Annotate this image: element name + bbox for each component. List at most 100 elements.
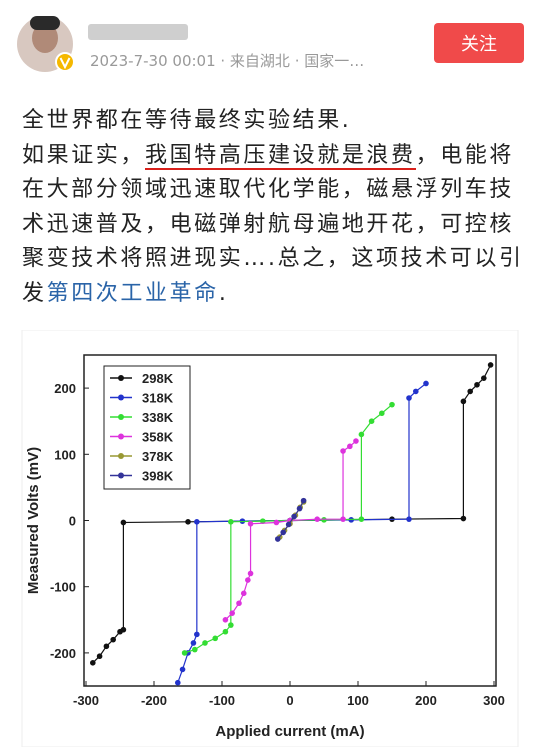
x-tick-label: 300 [483,693,505,708]
legend-marker [118,375,124,381]
data-point [291,513,297,520]
timestamp: 2023-7-30 00:01 · 来自湖北 · 国家一… [90,52,365,70]
underlined-text: 我国特高压建设就是浪费 [145,142,416,170]
data-point [222,628,229,635]
data-point [340,516,346,522]
x-tick-label: -200 [141,693,167,708]
y-axis-label: Measured Volts (mV) [25,447,42,594]
blurred-username [88,24,188,40]
data-point [236,600,242,607]
data-point [368,418,375,424]
data-point [358,516,365,522]
data-point [285,521,292,528]
data-point [321,517,327,523]
data-point [406,395,412,401]
avatar[interactable] [0,0,100,90]
data-point [314,516,321,522]
data-point [273,519,280,526]
legend-label: 318K [142,391,174,406]
data-point [192,646,198,653]
y-tick-label: 0 [69,514,76,529]
legend-marker [118,433,124,440]
data-point [96,653,103,660]
legend-label: 378K [142,449,174,464]
text: 如果证实， [22,142,146,168]
text: 全世界都在等待最终实验结果. [22,108,352,133]
data-point [487,362,494,368]
text: 术迅速普及，电磁弹射航母遍地开花，可控核 [22,211,515,237]
y-tick-label: 100 [54,447,76,462]
y-tick-label: -200 [50,646,76,661]
data-point [247,570,254,577]
data-point [202,640,208,646]
data-point [228,622,234,628]
x-tick-label: 100 [347,693,369,708]
data-point [228,519,234,525]
topic-link[interactable]: 第四次工业革命 [46,280,219,306]
data-point [194,519,200,525]
data-point [120,519,127,526]
legend-label: 358K [142,430,174,445]
data-point [240,590,247,597]
data-point [222,617,229,623]
post-line: 全世界都在等待最终实验结果. [22,104,534,139]
legend-label: 298K [142,371,174,386]
post-line: 在大部分领域迅速取代化学能，磁悬浮列车技 [22,173,534,208]
data-point [175,679,181,686]
data-point [110,636,116,643]
data-point [379,410,385,417]
data-point [274,536,281,542]
data-point [413,388,419,395]
text: ，电能将 [415,142,515,168]
data-point [247,521,254,527]
data-point [90,660,96,666]
x-axis-label: Applied current (mA) [215,723,364,740]
data-point [280,529,287,536]
data-point [229,610,235,616]
x-tick-label: -300 [73,693,99,708]
post-line: 术迅速普及，电磁弹射航母遍地开花，可控核 [22,208,534,243]
data-point [467,388,474,395]
text: . [218,280,229,306]
data-point [358,431,365,438]
data-point [460,398,467,405]
legend-marker [118,472,124,479]
post-line: 聚变技术将照进现实….总之，这项技术可以引 [22,242,534,277]
data-point [212,635,218,642]
data-point [474,381,480,388]
follow-button[interactable]: 关注 [434,23,524,63]
post-text: 全世界都在等待最终实验结果. 如果证实，我国特高压建设就是浪费，电能将 在大部分… [22,104,534,311]
data-point [190,640,197,646]
chart-image[interactable]: -300 -200 -100 0 100 200 300 -200 -100 0 100 200 App… [0,330,540,747]
data-point [103,643,110,650]
y-tick-label: -100 [50,580,76,595]
data-point [481,375,487,381]
x-tick-label: -100 [209,693,235,708]
legend-label: 338K [142,410,174,425]
data-point [181,650,188,656]
data-point [340,448,346,454]
text: 聚变技术将照进现实….总之，这项技术可以引 [22,246,524,271]
text: 发 [22,280,47,306]
data-point [296,505,303,512]
data-point [389,401,395,408]
data-point [406,516,412,522]
x-tick-label: 0 [286,693,293,708]
legend-marker [118,453,124,459]
data-point [353,438,359,444]
data-point [423,380,429,387]
post-line: 发第四次工业革命. [22,277,534,312]
x-tick-label: 200 [415,693,437,708]
data-point [460,515,467,522]
data-point [245,577,251,583]
data-point [185,519,191,525]
data-point [194,631,200,638]
data-point [120,626,127,633]
y-tick-label: 200 [54,381,76,396]
legend-marker [118,394,124,401]
legend-box [103,365,191,490]
post-line: 如果证实，我国特高压建设就是浪费，电能将 [22,139,534,174]
data-point [179,666,186,673]
legend-label: 398K [142,469,174,484]
